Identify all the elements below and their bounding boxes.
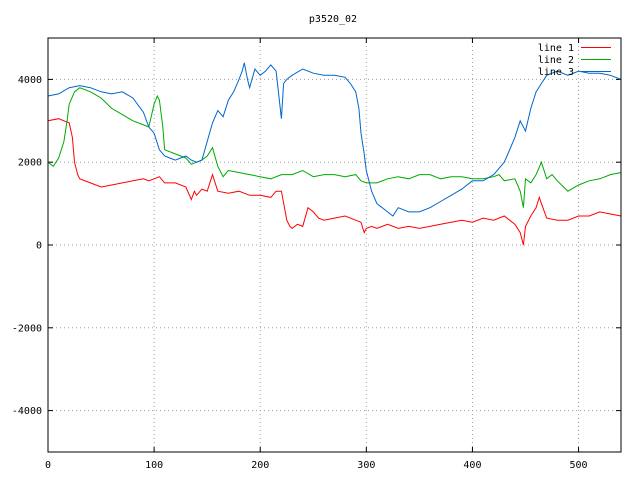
series-line-1 bbox=[47, 118, 622, 246]
axis-ticks: 0 100 200 300 400 500 -4000 -2000 0 2000 4000 bbox=[12, 38, 621, 471]
legend-label: line 1 bbox=[538, 43, 574, 54]
legend-label: line 2 bbox=[538, 55, 574, 66]
y-tick-label: -4000 bbox=[12, 406, 42, 417]
x-tick-label: 200 bbox=[251, 460, 269, 471]
y-tick-label: 2000 bbox=[18, 158, 42, 169]
series-line-2 bbox=[47, 87, 622, 208]
plot-frame bbox=[47, 37, 622, 453]
x-tick-label: 100 bbox=[145, 460, 163, 471]
series-line-3 bbox=[47, 62, 622, 217]
y-tick-label: 4000 bbox=[18, 75, 42, 86]
y-tick-label: -2000 bbox=[12, 323, 42, 334]
legend-label: line 3 bbox=[538, 67, 574, 78]
x-tick-label: 500 bbox=[570, 460, 588, 471]
chart-title: p3520_02 bbox=[309, 14, 357, 25]
x-tick-label: 0 bbox=[45, 460, 51, 471]
grid-lines bbox=[48, 38, 621, 452]
x-tick-label: 400 bbox=[463, 460, 481, 471]
y-tick-label: 0 bbox=[36, 241, 42, 252]
plot-series bbox=[47, 62, 622, 246]
x-tick-label: 300 bbox=[357, 460, 375, 471]
